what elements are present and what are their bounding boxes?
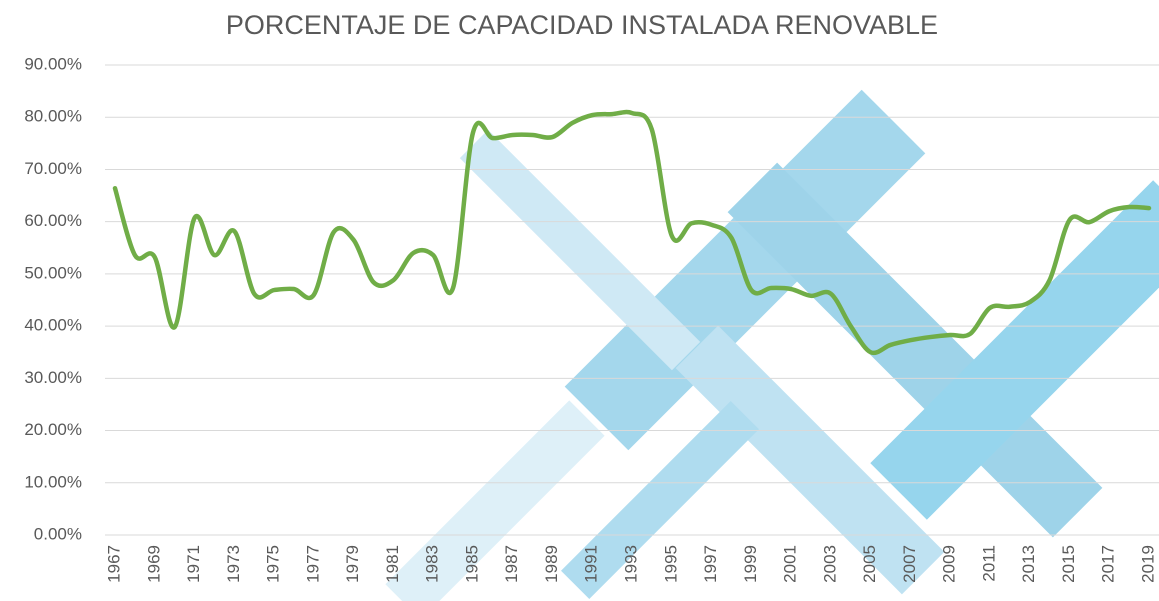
y-tick-label: 80.00% <box>24 107 82 126</box>
page: {"chart_data": {"type": "line", "title":… <box>0 0 1159 601</box>
chart-title: PORCENTAJE DE CAPACIDAD INSTALADA RENOVA… <box>226 10 938 40</box>
x-tick-label: 1979 <box>343 545 362 583</box>
x-tick-label: 2005 <box>860 545 879 583</box>
x-tick-label: 1995 <box>661 545 680 583</box>
x-tick-label: 2009 <box>940 545 959 583</box>
x-tick-label: 1991 <box>582 545 601 583</box>
x-tick-label: 2017 <box>1099 545 1118 583</box>
y-tick-label: 50.00% <box>24 263 82 282</box>
x-tick-label: 1971 <box>184 545 203 583</box>
x-tick-label: 2001 <box>781 545 800 583</box>
x-tick-label: 1987 <box>502 545 521 583</box>
x-tick-label: 1997 <box>701 545 720 583</box>
y-tick-label: 10.00% <box>24 472 82 491</box>
x-tick-label: 2015 <box>1059 545 1078 583</box>
x-tick-label: 2007 <box>900 545 919 583</box>
x-tick-label: 1975 <box>264 545 283 583</box>
x-tick-label: 1967 <box>104 545 123 583</box>
y-tick-label: 30.00% <box>24 368 82 387</box>
x-tick-label: 1985 <box>462 545 481 583</box>
x-tick-label: 1969 <box>144 545 163 583</box>
x-tick-label: 2019 <box>1138 545 1157 583</box>
y-tick-label: 20.00% <box>24 420 82 439</box>
x-tick-label: 2003 <box>820 545 839 583</box>
x-tick-label: 1981 <box>383 545 402 583</box>
x-tick-label: 1977 <box>303 545 322 583</box>
x-tick-label: 1973 <box>224 545 243 583</box>
x-tick-label: 1993 <box>621 545 640 583</box>
y-tick-label: 70.00% <box>24 159 82 178</box>
x-tick-label: 1999 <box>741 545 760 583</box>
x-tick-label: 1989 <box>542 545 561 583</box>
background-decoration <box>385 90 1159 601</box>
chart: PORCENTAJE DE CAPACIDAD INSTALADA RENOVA… <box>0 0 1159 601</box>
y-tick-label: 40.00% <box>24 316 82 335</box>
y-tick-label: 0.00% <box>34 524 82 543</box>
y-tick-label: 60.00% <box>24 211 82 230</box>
x-tick-label: 2011 <box>979 545 998 582</box>
x-tick-label: 1983 <box>423 545 442 583</box>
y-tick-label: 90.00% <box>24 54 82 73</box>
x-tick-label: 2013 <box>1019 545 1038 583</box>
